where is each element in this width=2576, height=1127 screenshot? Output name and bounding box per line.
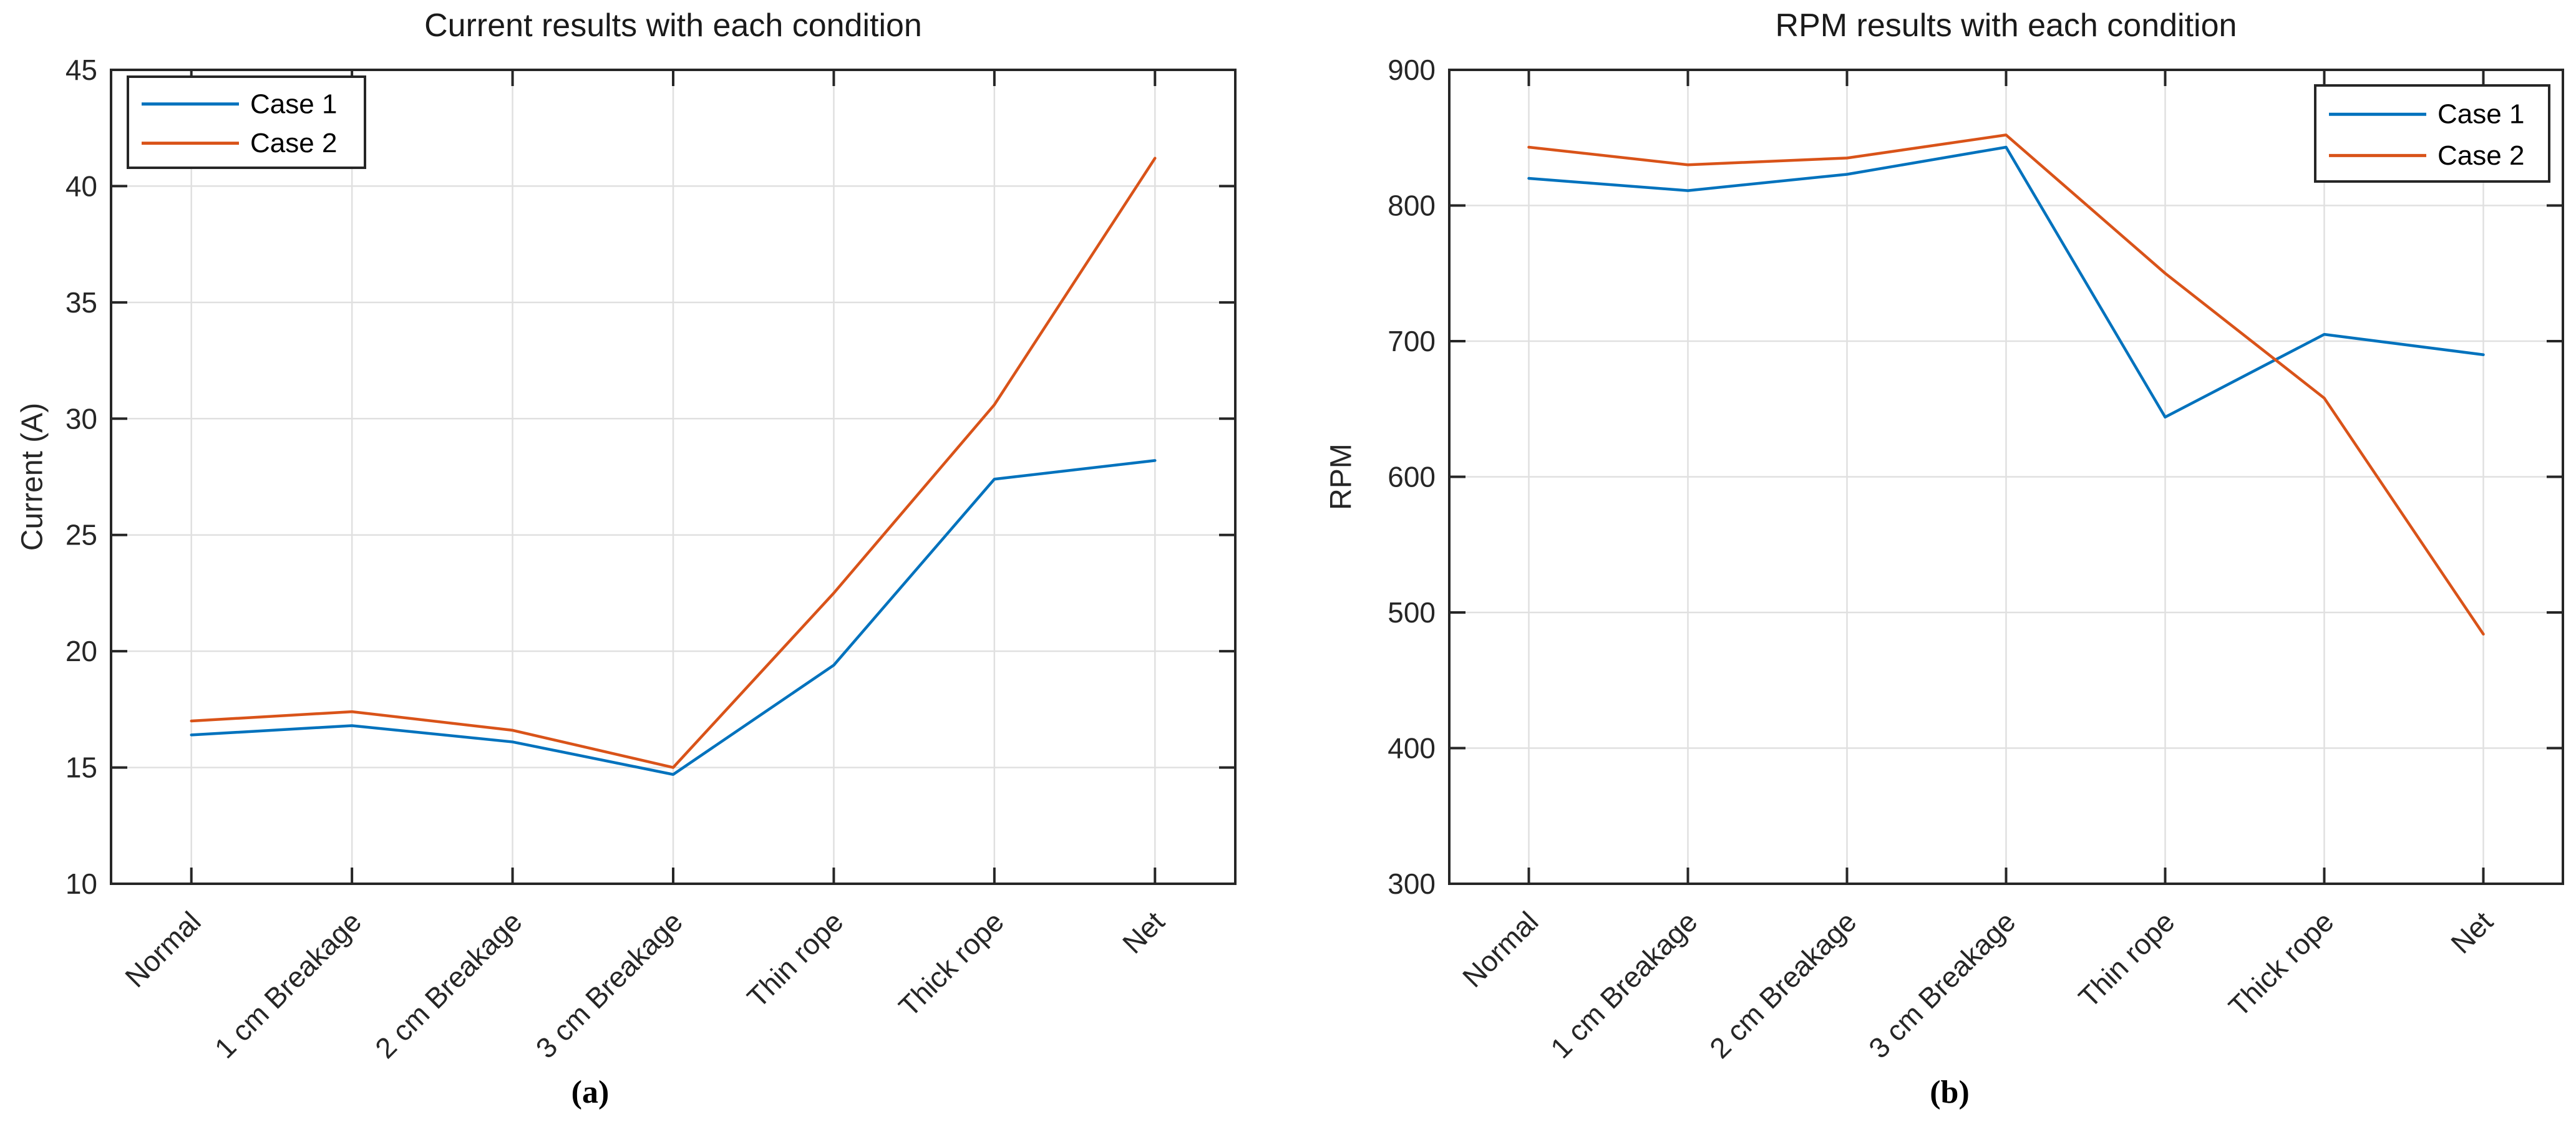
right-chart-y-tick-label: 400: [1388, 732, 1436, 765]
right-chart-y-tick-label: 800: [1388, 190, 1436, 222]
left-chart-x-tick-label: Normal: [119, 905, 207, 994]
left-chart-legend: Case 1 Case 2: [127, 75, 366, 169]
right-chart-y-tick-label: 600: [1388, 461, 1436, 493]
right-chart-x-tick-label: 3 cm Breakage: [1862, 905, 2022, 1065]
right-chart-x-tick-label: 1 cm Breakage: [1544, 905, 1704, 1065]
right-chart-legend: Case 1 Case 2: [2314, 84, 2550, 183]
left-chart-series-line-case2: [190, 157, 1157, 769]
left-chart-y-tick-label: 40: [66, 170, 97, 202]
left-chart-y-tick-label: 25: [66, 519, 97, 551]
right-chart-y-tick-label: 300: [1388, 868, 1436, 900]
right-chart-y-tick-label: 700: [1388, 325, 1436, 357]
left-chart-x-tick-label: Thin rope: [741, 905, 849, 1013]
right-chart-legend-label-case2: Case 2: [2437, 140, 2524, 171]
left-chart-x-tick-label: 3 cm Breakage: [530, 905, 689, 1065]
left-chart-title: Current results with each condition: [424, 7, 922, 44]
left-chart-x-tick-label: Net: [1116, 905, 1171, 960]
left-chart-legend-label-case1: Case 1: [250, 89, 337, 119]
left-chart-x-tick-label: 1 cm Breakage: [208, 905, 368, 1065]
left-chart: 10 15 20 25 30 35 40 45 Normal 1 cm Breakage 2 cm …: [16, 7, 1237, 1065]
caption-b: (b): [1930, 1075, 1970, 1110]
right-chart-x-tick-label: 2 cm Breakage: [1703, 905, 1863, 1065]
left-chart-y-tick-label: 35: [66, 286, 97, 319]
right-chart-x-tick-label: Thick rope: [2222, 905, 2340, 1023]
right-chart-x-tick-label: Net: [2444, 905, 2499, 960]
right-chart-y-axis-label: RPM: [1325, 443, 1358, 510]
right-chart-series-line-case2: [1527, 133, 2485, 636]
left-chart-y-tick-label: 15: [66, 752, 97, 784]
right-chart: 300 400 500 600 700 800 900 Normal 1 cm Breakage…: [1325, 7, 2564, 1065]
right-chart-title: RPM results with each condition: [1776, 7, 2237, 44]
left-chart-x-tick-label: 2 cm Breakage: [369, 905, 528, 1065]
right-chart-legend-box: [2314, 84, 2550, 183]
right-chart-x-tick-label: Thin rope: [2072, 905, 2180, 1013]
right-chart-series-line-case1: [1527, 145, 2485, 419]
caption-a: (a): [571, 1075, 610, 1110]
right-chart-axes-box: [1448, 69, 2564, 885]
right-chart-y-tick-label: 500: [1388, 596, 1436, 629]
left-chart-y-tick-label: 20: [66, 635, 97, 667]
left-chart-axes-box: [110, 69, 1237, 885]
left-chart-y-tick-label: 30: [66, 402, 97, 435]
left-chart-y-axis-label: Current (A): [16, 403, 49, 551]
left-chart-x-tick-label: Thick rope: [892, 905, 1010, 1023]
left-chart-legend-label-case2: Case 2: [250, 128, 337, 158]
right-chart-y-tick-label: 900: [1388, 54, 1436, 86]
left-chart-legend-box: [127, 75, 366, 169]
left-chart-y-tick-label: 45: [66, 54, 97, 86]
left-chart-y-tick-label: 10: [66, 868, 97, 900]
right-chart-legend-label-case1: Case 1: [2437, 99, 2524, 130]
left-chart-series-line-case1: [190, 459, 1157, 776]
right-chart-x-tick-label: Normal: [1456, 905, 1545, 994]
